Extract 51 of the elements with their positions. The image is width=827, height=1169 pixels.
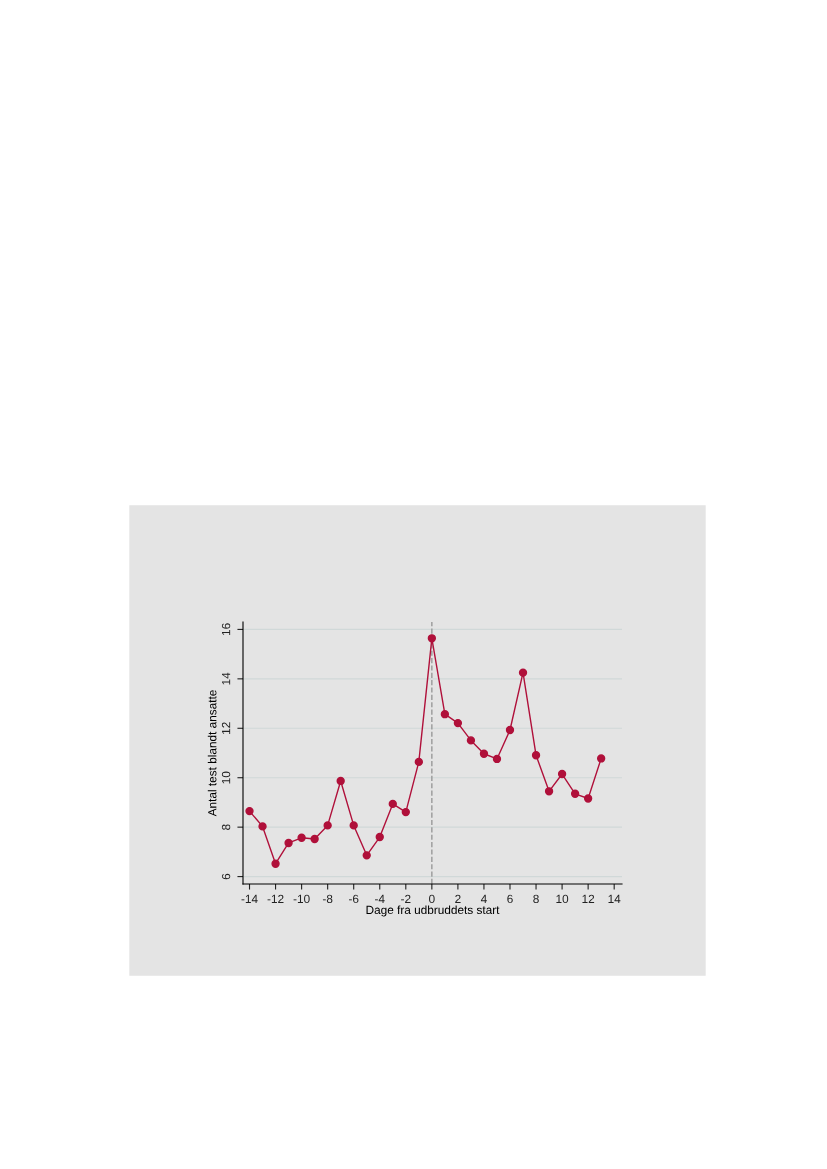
point xyxy=(349,821,358,830)
point xyxy=(414,757,423,767)
point xyxy=(362,851,371,860)
point xyxy=(453,718,463,728)
point xyxy=(557,769,567,779)
y-axis-title: Antal test blandt ansatte xyxy=(207,690,217,817)
x-tick-label: -4 xyxy=(375,894,385,903)
x-tick-label: 6 xyxy=(507,894,513,904)
x-tick-label: 8 xyxy=(533,894,539,904)
point xyxy=(492,754,502,764)
point xyxy=(518,668,528,677)
x-tick-label: -2 xyxy=(401,894,411,903)
point xyxy=(596,754,606,763)
x-tick-label: 10 xyxy=(556,894,569,904)
x-tick-label: -6 xyxy=(348,894,359,904)
point xyxy=(245,806,254,816)
point xyxy=(401,807,410,817)
y-tick-label: 8 xyxy=(221,824,231,830)
x-tick-label: 12 xyxy=(582,894,595,903)
point xyxy=(297,833,306,842)
point xyxy=(323,821,332,830)
x-tick-label: 14 xyxy=(608,894,621,903)
point xyxy=(427,634,437,643)
y-tick-label: 10 xyxy=(221,771,231,784)
point xyxy=(284,838,293,848)
point xyxy=(271,859,280,868)
point xyxy=(258,822,267,831)
x-tick-label: 2 xyxy=(455,894,461,903)
point xyxy=(336,776,345,786)
y-tick-label: 6 xyxy=(221,873,231,880)
x-tick-label: -10 xyxy=(293,894,310,904)
x-tick-label: 4 xyxy=(480,894,487,903)
y-tick-label: 16 xyxy=(221,623,231,636)
point xyxy=(479,749,489,758)
point xyxy=(310,834,319,844)
point xyxy=(531,751,541,760)
x-tick-label: -14 xyxy=(241,894,258,903)
x-tick-label: 0 xyxy=(429,894,435,904)
point xyxy=(440,710,450,719)
point xyxy=(388,799,397,809)
point xyxy=(505,725,515,735)
point xyxy=(544,787,554,796)
x-axis-title: Dage fra udbruddets start xyxy=(366,905,500,917)
y-tick-label: 12 xyxy=(221,722,231,734)
y-tick-label: 14 xyxy=(222,672,231,685)
point xyxy=(375,832,384,842)
point xyxy=(466,736,476,745)
point xyxy=(570,789,580,798)
x-tick-label: -8 xyxy=(322,894,333,904)
point xyxy=(583,794,593,803)
x-tick-label: -12 xyxy=(267,894,284,903)
